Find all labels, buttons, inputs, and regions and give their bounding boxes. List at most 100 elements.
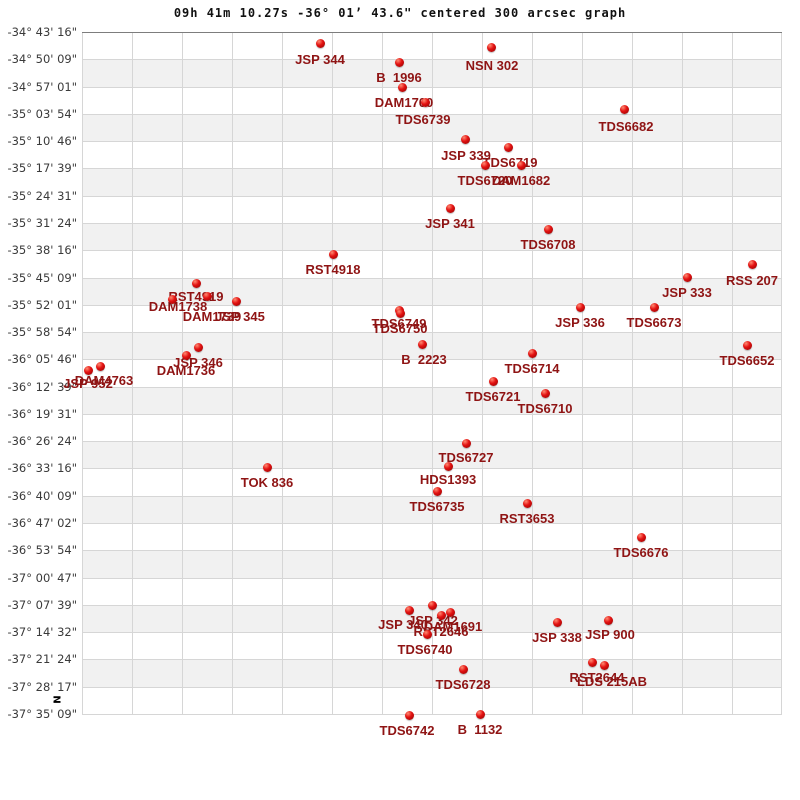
star-point (619, 104, 629, 114)
star-label: TDS6720 (457, 173, 513, 188)
star-point (747, 259, 757, 269)
star-point (540, 388, 550, 398)
star-label: DAM4763 (74, 373, 134, 388)
y-tick-label: -34° 57' 01" (7, 79, 77, 94)
v-gridline (582, 33, 583, 715)
star-point (682, 272, 692, 282)
y-tick-label: -34° 43' 16" (7, 25, 77, 39)
star-label: TDS6740 (397, 642, 453, 657)
star-label: B 1132 (457, 722, 503, 737)
y-tick-label: -35° 31' 24" (7, 215, 77, 230)
star-point (432, 486, 442, 496)
star-point (516, 160, 526, 170)
y-tick-label: -35° 52' 01" (7, 297, 77, 312)
star-point (202, 291, 212, 301)
star-point (575, 302, 585, 312)
star-label: TDS6739 (395, 112, 451, 127)
star-label: TDS6676 (613, 545, 669, 560)
star-label: DAM1682 (491, 173, 551, 188)
star-point (328, 249, 338, 259)
star-point (397, 82, 407, 92)
y-tick-label: -36° 05' 46" (7, 352, 77, 367)
star-point (460, 134, 470, 144)
star-point (603, 615, 613, 625)
star-point (587, 657, 597, 667)
y-tick-label: -36° 12' 39" (7, 379, 77, 394)
chart-title: 09h 41m 10.27s -36° 01’ 43.6" centered 3… (173, 6, 627, 20)
star-point (404, 710, 414, 720)
v-gridline (232, 33, 233, 715)
star-point (445, 203, 455, 213)
y-tick-label: -37° 28' 17" (7, 679, 77, 694)
star-point (445, 607, 455, 617)
star-point (503, 142, 513, 152)
star-label: TDS6710 (517, 401, 573, 416)
star-point (436, 610, 446, 620)
star-point (475, 709, 485, 719)
v-gridline (781, 33, 782, 715)
star-label: JSP 336 (555, 315, 605, 330)
y-tick-label: -35° 38' 16" (7, 243, 77, 258)
v-gridline (82, 33, 83, 715)
star-label: JSP 333 (662, 285, 712, 300)
star-point (599, 660, 609, 670)
y-tick-label: -37° 21' 24" (7, 652, 77, 667)
y-tick-label: -36° 40' 09" (7, 488, 77, 503)
star-label: TDS6750 (372, 321, 428, 336)
north-indicator: N (50, 695, 62, 704)
star-label: NSN 302 (465, 58, 519, 73)
star-label: DAM1739 (182, 309, 242, 324)
star-point (395, 308, 405, 318)
v-gridline (482, 33, 483, 715)
star-label: DAM1700 (374, 95, 434, 110)
y-tick-label: -35° 03' 54" (7, 106, 77, 121)
star-point (95, 361, 105, 371)
star-point (486, 42, 496, 52)
star-label: HDS1393 (419, 472, 477, 487)
star-point (742, 340, 752, 350)
y-tick-label: -34° 50' 09" (7, 52, 77, 67)
star-point (636, 532, 646, 542)
star-label: JSP 339 (441, 148, 491, 163)
star-label: RST2644 (569, 670, 625, 685)
star-label: DAM1691 (423, 619, 483, 634)
star-point (458, 664, 468, 674)
v-gridline (432, 33, 433, 715)
star-label: B 2223 (401, 352, 447, 367)
star-label: TDS6735 (409, 499, 465, 514)
star-label: TDS6652 (719, 353, 775, 368)
star-point (480, 160, 490, 170)
star-label: TDS6727 (438, 450, 494, 465)
star-point (262, 462, 272, 472)
star-point (427, 600, 437, 610)
y-tick-label: -37° 07' 39" (7, 597, 77, 612)
star-label: RST2646 (413, 624, 469, 639)
star-label: TDS6719 (482, 155, 538, 170)
star-label: RSS 207 (725, 273, 779, 288)
y-tick-label: -37° 14' 32" (7, 625, 77, 640)
star-point (522, 498, 532, 508)
star-label: JSP 345 (215, 309, 265, 324)
star-point (83, 365, 93, 375)
star-label: RST4918 (305, 262, 361, 277)
star-point (231, 296, 241, 306)
star-label: TDS6714 (504, 361, 560, 376)
y-tick-label: -35° 45' 09" (7, 270, 77, 285)
star-label: DAM1738 (148, 299, 208, 314)
star-label: RST3653 (499, 511, 555, 526)
star-point (315, 38, 325, 48)
y-tick-label: -36° 47' 02" (7, 516, 77, 531)
plot-area (82, 32, 782, 715)
star-label: LDS 215AB (576, 674, 648, 689)
star-label: TDS6682 (598, 119, 654, 134)
star-point (191, 278, 201, 288)
star-point (420, 97, 430, 107)
v-gridline (682, 33, 683, 715)
star-label: JSP 900 (585, 627, 635, 642)
star-point (181, 350, 191, 360)
y-tick-label: -37° 35' 09" (7, 707, 77, 721)
y-tick-label: -36° 26' 24" (7, 434, 77, 449)
star-label: TDS6742 (379, 723, 435, 738)
y-tick-label: -36° 53' 54" (7, 543, 77, 558)
star-label: TDS6721 (465, 389, 521, 404)
